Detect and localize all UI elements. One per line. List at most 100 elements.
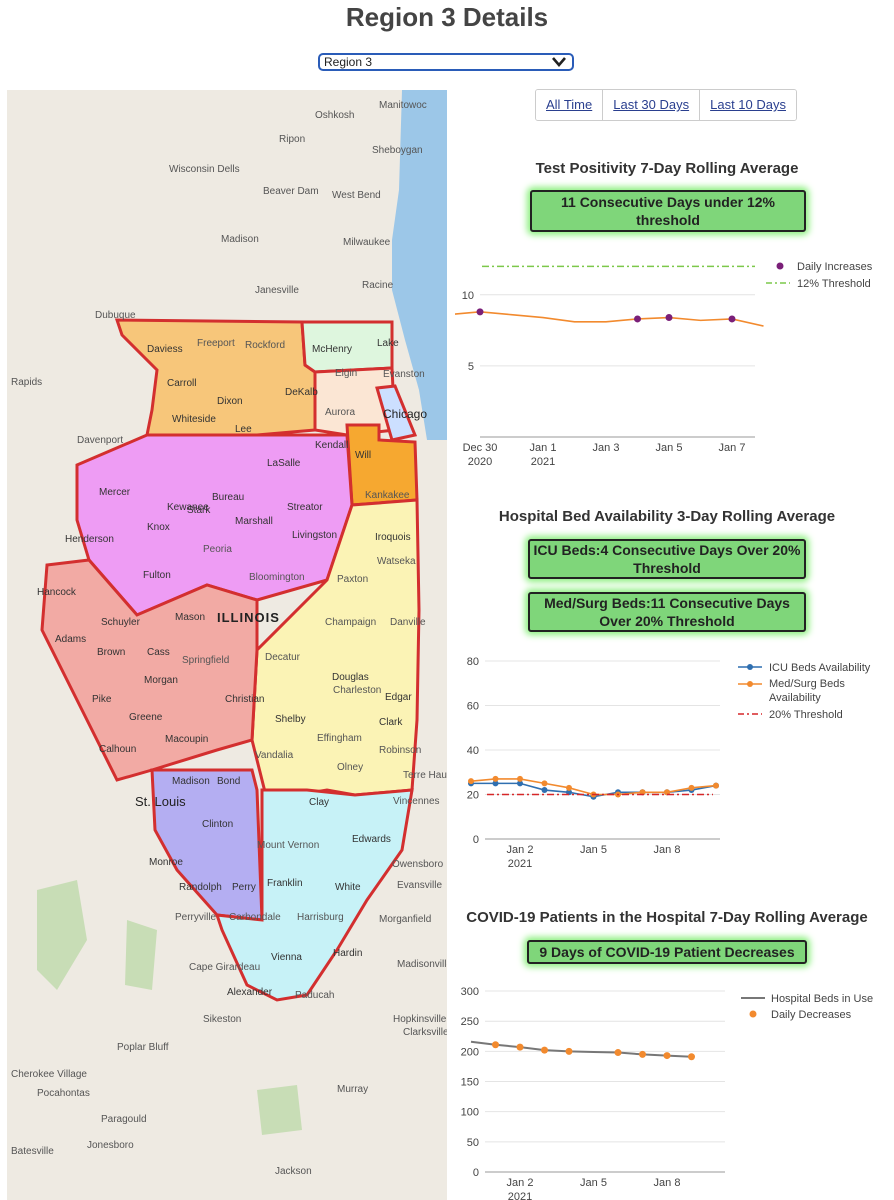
region-5-area [214, 788, 414, 1002]
x-tick-label: Jan 5 [580, 1177, 607, 1189]
city-label: Racine [362, 280, 394, 291]
icu-beds-badge: ICU Beds:4 Consecutive Days Over 20% Thr… [528, 539, 806, 579]
city-label: Robinson [379, 745, 421, 756]
city-label: Vincennes [393, 796, 440, 807]
data-point [492, 775, 499, 782]
data-point [516, 1043, 524, 1051]
county-label: Streator [287, 502, 323, 513]
time-range-buttons: All Time Last 30 Days Last 10 Days [535, 89, 797, 121]
county-label: Clay [309, 797, 329, 808]
legend-marker-daily-decreases [749, 1010, 757, 1018]
legend-label: Availability [769, 692, 821, 704]
data-point [541, 787, 548, 794]
x-tick-label: Jan 2 [507, 844, 534, 856]
x-tick-label: 2021 [531, 456, 555, 468]
county-label: Marshall [235, 516, 273, 527]
legend-label: Daily Increases [797, 261, 873, 273]
region-map[interactable]: Daviess Carroll Whiteside Lee Dixon DeKa… [7, 90, 447, 1200]
city-label: Kankakee [365, 490, 410, 501]
data-point [713, 782, 719, 789]
city-label: Batesville [11, 1146, 54, 1157]
last-10-days-button[interactable]: Last 10 Days [700, 90, 796, 120]
county-label: Schuyler [101, 617, 141, 628]
county-label: Cass [147, 647, 170, 658]
city-label: Mount Vernon [257, 840, 319, 851]
county-label: Calhoun [99, 744, 136, 755]
legend-marker-daily-increases [776, 262, 784, 270]
county-label: Carroll [167, 378, 196, 389]
county-label: Edgar [385, 692, 412, 703]
data-point [541, 780, 548, 787]
x-tick-label: Jan 8 [654, 844, 681, 856]
county-label: Bureau [212, 492, 244, 503]
state-label: ILLINOIS [217, 610, 280, 625]
county-label: LaSalle [267, 458, 301, 469]
county-label: Monroe [149, 857, 183, 868]
county-label: McHenry [312, 344, 352, 355]
hospital-beds-title: Hospital Bed Availability 3-Day Rolling … [498, 508, 836, 525]
city-label: Vandalia [255, 750, 294, 761]
data-point [468, 778, 474, 785]
legend-label: ICU Beds Availability [769, 662, 871, 674]
test-positivity-chart[interactable]: 5 10 Dec 30 2020 Jan 1 2021 Jan 3 Jan 5 Jan 7 Da… [455, 245, 890, 470]
city-label: Peoria [203, 544, 232, 555]
data-point [614, 1049, 622, 1057]
county-label: Clark [379, 717, 403, 728]
county-label: Shelby [275, 714, 306, 725]
city-label: Paxton [337, 574, 368, 585]
data-point [634, 315, 641, 323]
city-label: Perryville [175, 912, 217, 923]
x-tick-label: Jan 2 [507, 1177, 534, 1189]
last-30-days-button[interactable]: Last 30 Days [603, 90, 701, 120]
city-label: Evanston [383, 369, 425, 380]
all-time-button[interactable]: All Time [536, 90, 604, 120]
forest-area-2 [125, 920, 157, 990]
city-label: Davenport [77, 435, 123, 446]
county-label: Douglas [332, 672, 369, 683]
city-label: Janesville [255, 285, 299, 296]
county-label: Brown [97, 647, 125, 658]
county-label: Morgan [144, 675, 178, 686]
map-svg: Daviess Carroll Whiteside Lee Dixon DeKa… [7, 90, 447, 1200]
county-label: Madison [172, 776, 210, 787]
x-tick-label: 2021 [508, 1191, 532, 1200]
city-label: Ripon [279, 134, 305, 145]
y-tick-label: 100 [461, 1107, 479, 1119]
data-point [565, 1047, 573, 1055]
city-label: Bloomington [249, 572, 305, 583]
county-label: Iroquois [375, 532, 411, 543]
county-label: Livingston [292, 530, 337, 541]
forest-area [37, 880, 87, 990]
y-tick-label: 50 [467, 1137, 479, 1149]
city-label: Chicago [383, 407, 427, 421]
y-tick-label: 20 [467, 790, 479, 802]
data-point [665, 314, 673, 322]
y-tick-label: 80 [467, 656, 479, 668]
city-label: Dubuque [95, 310, 136, 321]
county-label: Lake [377, 338, 399, 349]
legend-label: Daily Decreases [771, 1009, 852, 1021]
city-label: Elgin [335, 368, 357, 379]
county-label: Greene [129, 712, 163, 723]
legend-marker-icu [747, 664, 753, 670]
city-label: Sheboygan [372, 145, 423, 156]
data-point [492, 1041, 499, 1049]
city-label: Oshkosh [315, 110, 354, 121]
y-tick-label: 250 [461, 1016, 479, 1028]
city-label: Harrisburg [297, 912, 344, 923]
hospital-beds-chart[interactable]: 0 20 40 60 80 Jan 2 2021 Jan 5 Jan 8 ICU Beds Av… [455, 650, 890, 870]
city-label: Madisonville [397, 959, 447, 970]
data-point [517, 775, 523, 782]
county-label: Hardin [333, 948, 362, 959]
county-label: DeKalb [285, 387, 318, 398]
city-label: Decatur [265, 652, 301, 663]
county-label: Lee [235, 424, 252, 435]
region-select[interactable]: Region 3 [318, 53, 574, 71]
x-tick-label: Jan 8 [654, 1177, 681, 1189]
city-label: Aurora [325, 407, 355, 418]
x-tick-label: Jan 5 [580, 844, 607, 856]
covid-patients-chart[interactable]: 0 50 100 150 200 250 300 Jan 2 2021 Jan 5 Jan 8 Ho… [455, 982, 890, 1200]
city-label: Morganfield [379, 914, 431, 925]
covid-patients-title: COVID-19 Patients in the Hospital 7-Day … [466, 909, 868, 926]
x-tick-label: 2021 [508, 858, 532, 870]
